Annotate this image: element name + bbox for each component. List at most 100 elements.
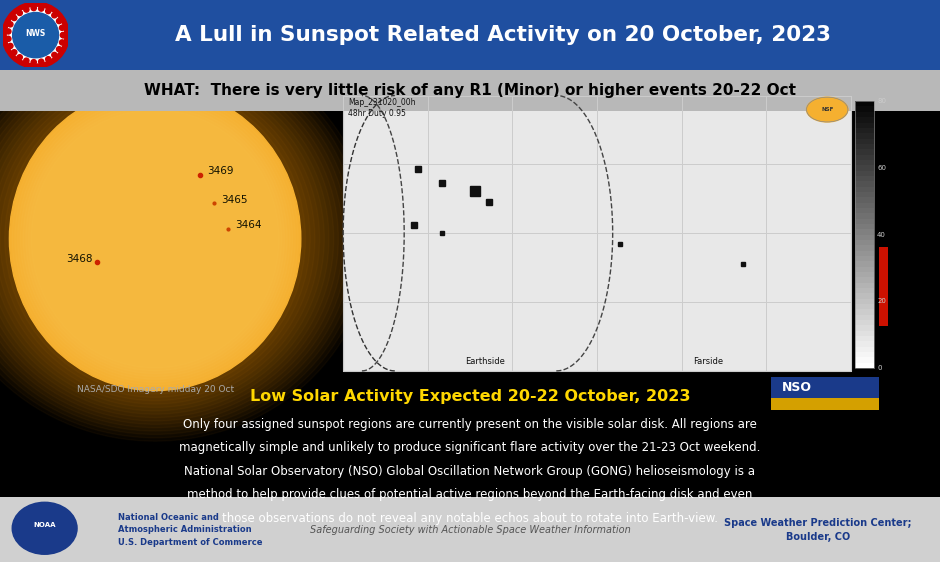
Ellipse shape (9, 87, 301, 391)
FancyBboxPatch shape (855, 111, 874, 117)
Circle shape (24, 7, 29, 12)
Ellipse shape (12, 90, 298, 388)
Text: 3464: 3464 (235, 220, 261, 230)
FancyBboxPatch shape (855, 261, 874, 267)
FancyBboxPatch shape (343, 96, 851, 371)
Text: 3468: 3468 (66, 253, 92, 264)
FancyBboxPatch shape (855, 325, 874, 330)
FancyBboxPatch shape (855, 186, 874, 192)
Text: 80: 80 (877, 98, 886, 104)
Circle shape (17, 10, 23, 16)
Circle shape (59, 25, 65, 30)
Text: Farside: Farside (694, 357, 724, 366)
Circle shape (52, 13, 57, 18)
FancyBboxPatch shape (855, 224, 874, 229)
FancyBboxPatch shape (855, 154, 874, 160)
FancyBboxPatch shape (855, 160, 874, 165)
Ellipse shape (31, 110, 279, 368)
Circle shape (17, 55, 23, 60)
FancyBboxPatch shape (0, 70, 940, 111)
Text: Safeguarding Society with Actionable Space Weather Information: Safeguarding Society with Actionable Spa… (309, 525, 631, 534)
Text: Only four assigned sunspot regions are currently present on the visible solar di: Only four assigned sunspot regions are c… (183, 418, 757, 430)
FancyBboxPatch shape (855, 266, 874, 272)
FancyBboxPatch shape (855, 239, 874, 246)
FancyBboxPatch shape (855, 293, 874, 299)
FancyBboxPatch shape (771, 377, 879, 410)
FancyBboxPatch shape (855, 277, 874, 283)
Text: National Oceanic and
Atmospheric Administration
U.S. Department of Commerce: National Oceanic and Atmospheric Adminis… (118, 513, 262, 547)
Text: NSF: NSF (821, 107, 834, 112)
Circle shape (6, 36, 11, 42)
FancyBboxPatch shape (855, 106, 874, 112)
FancyBboxPatch shape (855, 336, 874, 342)
Text: National Solar Observatory (NSO) Global Oscillation Network Group (GONG) heliose: National Solar Observatory (NSO) Global … (184, 465, 756, 478)
FancyBboxPatch shape (0, 497, 940, 562)
FancyBboxPatch shape (855, 346, 874, 352)
FancyBboxPatch shape (879, 247, 888, 326)
Circle shape (31, 6, 37, 11)
FancyBboxPatch shape (855, 191, 874, 197)
FancyBboxPatch shape (855, 234, 874, 240)
Circle shape (56, 47, 62, 52)
Circle shape (8, 43, 13, 48)
Circle shape (46, 8, 51, 13)
FancyBboxPatch shape (855, 319, 874, 325)
Text: Earthside: Earthside (465, 357, 505, 366)
FancyBboxPatch shape (855, 138, 874, 144)
FancyBboxPatch shape (855, 207, 874, 214)
FancyBboxPatch shape (855, 175, 874, 181)
FancyBboxPatch shape (855, 298, 874, 304)
Text: 20: 20 (877, 298, 885, 305)
Text: 40: 40 (877, 232, 885, 238)
Ellipse shape (28, 107, 282, 371)
FancyBboxPatch shape (855, 143, 874, 149)
Ellipse shape (18, 96, 292, 382)
FancyBboxPatch shape (855, 341, 874, 347)
Circle shape (11, 15, 17, 21)
FancyBboxPatch shape (771, 398, 879, 410)
FancyBboxPatch shape (855, 128, 874, 133)
Text: 0: 0 (877, 365, 882, 371)
FancyBboxPatch shape (855, 133, 874, 138)
FancyBboxPatch shape (855, 271, 874, 278)
FancyBboxPatch shape (855, 288, 874, 293)
Circle shape (60, 33, 66, 38)
FancyBboxPatch shape (855, 122, 874, 128)
Text: Space Weather Prediction Center;
Boulder, CO: Space Weather Prediction Center; Boulder… (724, 518, 912, 542)
Circle shape (8, 22, 13, 27)
FancyBboxPatch shape (855, 218, 874, 224)
FancyBboxPatch shape (855, 309, 874, 315)
Circle shape (24, 58, 29, 64)
Circle shape (46, 57, 51, 62)
Circle shape (13, 503, 76, 554)
FancyBboxPatch shape (855, 170, 874, 176)
Circle shape (31, 60, 37, 65)
FancyBboxPatch shape (855, 245, 874, 251)
FancyBboxPatch shape (855, 362, 874, 368)
FancyBboxPatch shape (855, 256, 874, 261)
Circle shape (6, 29, 11, 34)
Text: 3469: 3469 (207, 166, 233, 176)
Circle shape (4, 4, 67, 66)
Ellipse shape (21, 98, 290, 379)
Circle shape (807, 97, 848, 122)
Circle shape (60, 33, 66, 38)
Circle shape (11, 49, 17, 55)
FancyBboxPatch shape (855, 101, 874, 107)
FancyBboxPatch shape (855, 181, 874, 187)
Text: A Lull in Sunspot Related Activity on 20 October, 2023: A Lull in Sunspot Related Activity on 20… (175, 25, 831, 45)
Circle shape (12, 12, 58, 58)
FancyBboxPatch shape (855, 165, 874, 171)
FancyBboxPatch shape (855, 314, 874, 320)
Ellipse shape (24, 101, 287, 377)
FancyBboxPatch shape (855, 213, 874, 219)
Text: those observations do not reveal any notable echos about to rotate into Earth-vi: those observations do not reveal any not… (222, 512, 718, 525)
FancyBboxPatch shape (855, 303, 874, 310)
FancyBboxPatch shape (855, 229, 874, 235)
Circle shape (52, 52, 57, 57)
Text: Low Solar Activity Expected 20-22 October, 2023: Low Solar Activity Expected 20-22 Octobe… (250, 389, 690, 404)
FancyBboxPatch shape (855, 357, 874, 363)
Circle shape (39, 59, 44, 64)
Text: magnetically simple and unlikely to produce significant flare activity over the : magnetically simple and unlikely to prod… (180, 441, 760, 454)
Text: 60: 60 (877, 165, 886, 171)
